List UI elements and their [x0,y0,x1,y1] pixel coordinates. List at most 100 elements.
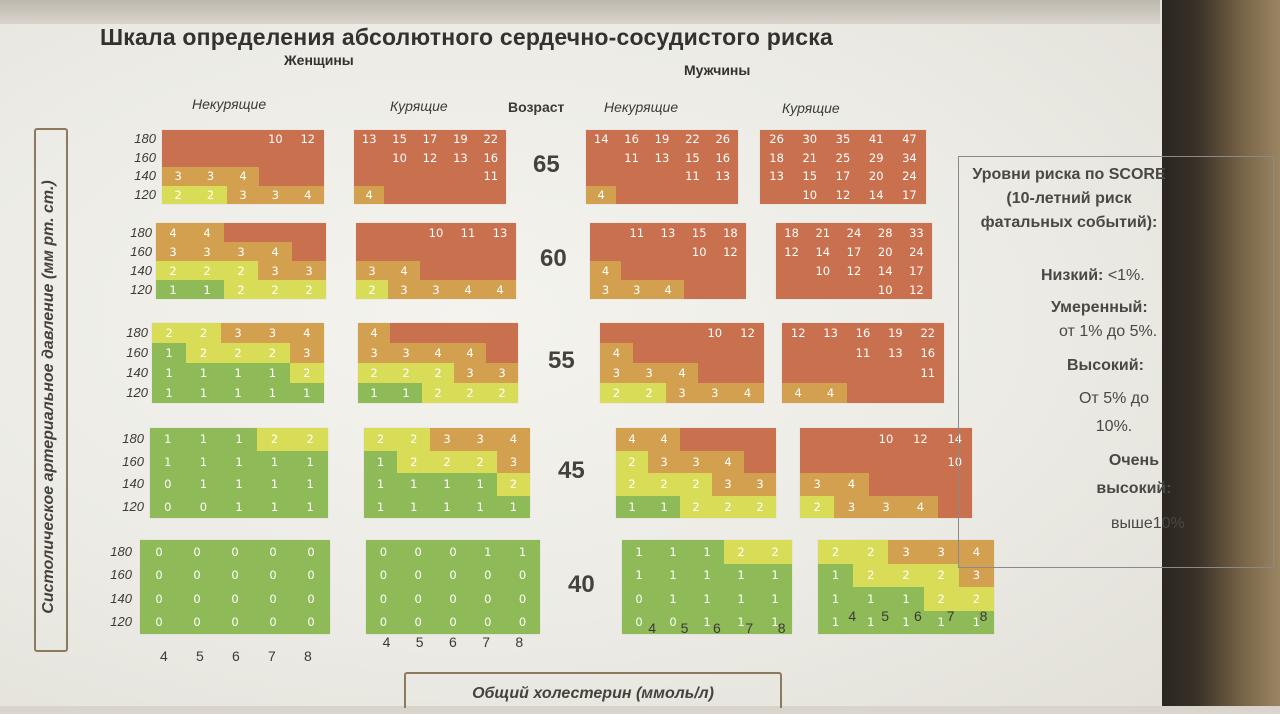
risk-cell [776,280,808,299]
risk-cell: 2 [616,473,648,496]
risk-cell [445,185,476,204]
risk-cell: 11 [677,167,708,186]
women-smoking-label: Курящие [390,98,448,114]
risk-cell: 2 [190,261,224,280]
risk-cell [903,450,938,473]
risk-cell: 2 [744,495,776,518]
risk-cell: 3 [590,280,622,299]
risk-cell: 4 [156,223,190,242]
risk-cell [731,343,764,363]
risk-cell: 3 [486,363,518,383]
risk-cell: 3 [665,383,699,403]
risk-cell: 2 [397,428,431,451]
risk-cell: 12 [826,185,860,204]
risk-cell: 0 [366,563,401,587]
risk-cell: 0 [140,563,178,587]
bp-label: 140 [134,168,156,184]
risk-cell: 11 [911,363,944,383]
risk-cell: 10 [384,148,415,167]
risk-cell: 4 [289,323,324,343]
cholesterol-label: 4 [648,620,656,636]
risk-cell [452,242,484,261]
risk-cell: 35 [826,130,860,149]
risk-cell: 12 [714,242,746,261]
risk-cell: 2 [923,563,959,587]
risk-cell [814,363,847,383]
risk-cell: 1 [397,473,431,496]
bp-label: 180 [134,131,156,147]
risk-cell: 29 [859,148,893,167]
risk-cell: 1 [220,363,256,383]
risk-cell [646,185,678,204]
risk-cell: 1 [397,495,431,518]
risk-cell: 2 [712,495,744,518]
risk-cell [677,185,708,204]
risk-cell [616,185,647,204]
cholesterol-label: 6 [449,634,457,650]
legend-high-value: От 5% до 10%. [1078,390,1150,435]
risk-cell: 13 [484,223,516,242]
risk-cell [388,242,420,261]
legend-moderate-value: от 1% до 5%. [1059,323,1158,340]
risk-cell: 18 [760,148,794,167]
risk-cell [632,343,666,363]
risk-cell: 2 [648,473,680,496]
risk-cell [616,167,647,186]
risk-cell: 24 [838,223,870,242]
risk-cell: 11 [452,223,484,242]
risk-cell: 0 [505,587,540,611]
risk-cell: 16 [911,343,944,363]
risk-cell: 4 [616,428,648,451]
risk-cell: 1 [958,610,994,634]
risk-cell: 3 [259,185,292,204]
risk-cell: 15 [683,223,715,242]
risk-cell [665,323,699,343]
risk-cell [226,148,260,167]
risk-cell: 1 [888,587,924,611]
risk-cell [292,223,326,242]
risk-cell [356,223,388,242]
risk-cell: 12 [782,323,815,343]
risk-cell: 1 [656,540,690,564]
risk-cell [384,185,415,204]
risk-cell [586,148,617,167]
risk-cell: 3 [292,261,326,280]
risk-cell [259,148,292,167]
risk-cell: 3 [712,473,744,496]
risk-cell: 2 [194,185,227,204]
risk-cell: 4 [712,450,744,473]
risk-cell: 0 [505,563,540,587]
risk-cell: 13 [814,323,847,343]
risk-cell: 1 [853,610,889,634]
risk-cell: 2 [390,363,422,383]
risk-cell: 3 [390,343,422,363]
risk-cell: 0 [366,587,401,611]
risk-cell [683,280,715,299]
risk-cell: 10 [683,242,715,261]
risk-cell: 12 [291,130,324,149]
risk-cell: 24 [900,242,932,261]
risk-cell: 14 [869,261,901,280]
cholesterol-label: 5 [415,634,424,650]
risk-cell [621,261,653,280]
bp-label: 120 [126,385,148,400]
risk-cell [683,261,715,280]
risk-cell: 26 [707,130,738,149]
risk-cell: 2 [292,280,326,299]
risk-cell: 0 [435,610,471,634]
risk-cell: 3 [162,167,195,186]
risk-cell [714,280,746,299]
risk-cell: 1 [256,473,293,496]
risk-cell: 0 [254,610,292,634]
risk-cell: 13 [646,148,678,167]
y-axis-frame [34,128,68,652]
bp-label: 180 [130,224,152,240]
risk-cell: 0 [178,540,216,564]
risk-cell: 2 [258,280,292,299]
risk-cell: 3 [220,323,256,343]
